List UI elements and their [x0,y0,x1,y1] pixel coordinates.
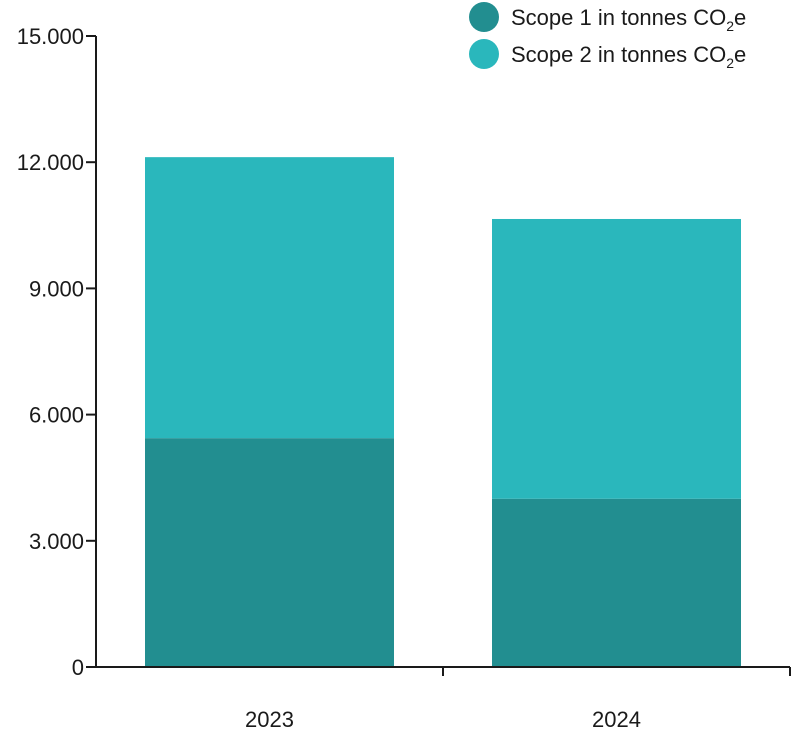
y-tick-label: 15.000 [17,24,84,49]
legend-swatch-scope2 [469,39,499,69]
y-tick-label: 9.000 [29,276,84,301]
x-tick-label: 2024 [592,707,641,729]
y-tick-label: 12.000 [17,150,84,175]
x-tick-label: 2023 [245,707,294,729]
legend-swatch-scope1 [469,2,499,32]
bar-2024-scope1 [492,498,741,667]
y-tick-label: 0 [72,655,84,680]
bar-2023-scope1 [145,438,394,667]
y-tick-label: 3.000 [29,529,84,554]
legend-label-scope2: Scope 2 in tonnes CO2e [511,42,746,71]
legend-label-scope1: Scope 1 in tonnes CO2e [511,5,746,34]
y-tick-label: 6.000 [29,403,84,428]
bar-2024-scope2 [492,218,741,499]
bar-2023-scope2 [145,157,394,439]
